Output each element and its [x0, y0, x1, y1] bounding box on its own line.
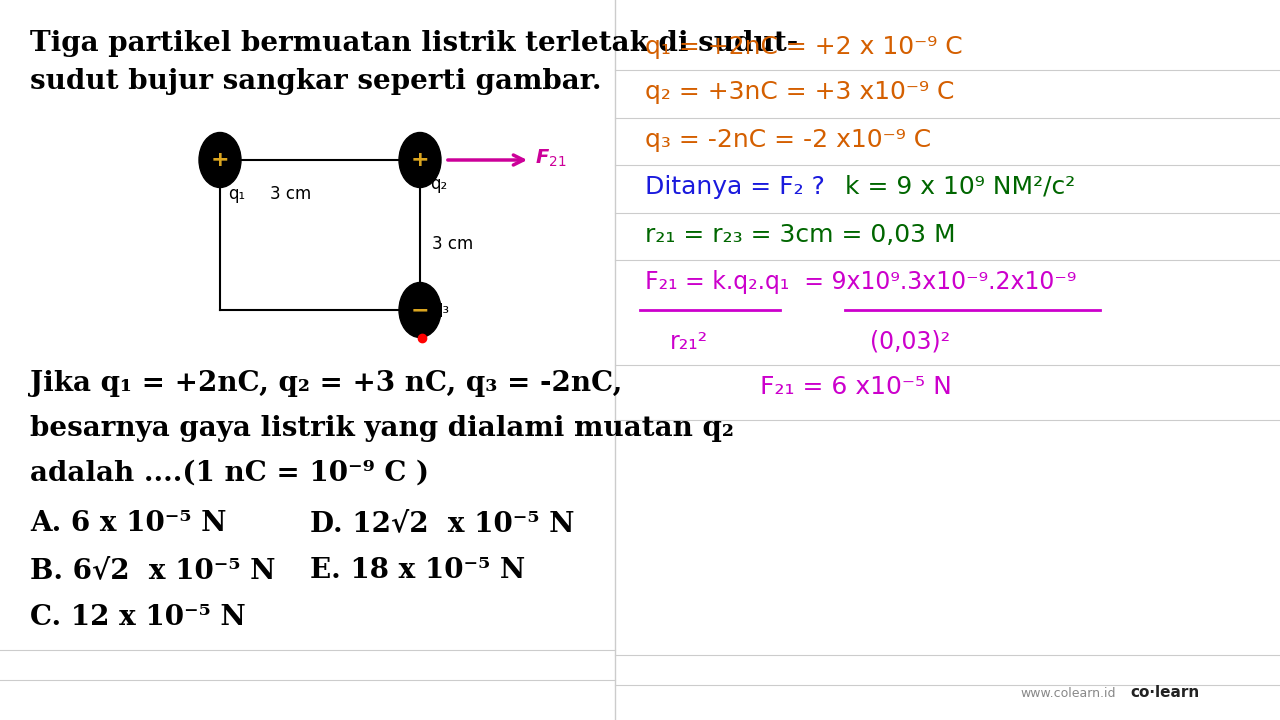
Text: Jika q₁ = +2nC, q₂ = +3 nC, q₃ = -2nC,: Jika q₁ = +2nC, q₂ = +3 nC, q₃ = -2nC, [29, 370, 622, 397]
Text: A. 6 x 10⁻⁵ N: A. 6 x 10⁻⁵ N [29, 510, 227, 537]
Text: q₃: q₃ [433, 299, 449, 317]
Text: Tiga partikel bermuatan listrik terletak di sudut-: Tiga partikel bermuatan listrik terletak… [29, 30, 799, 57]
Text: sudut bujur sangkar seperti gambar.: sudut bujur sangkar seperti gambar. [29, 68, 602, 95]
Text: E. 18 x 10⁻⁵ N: E. 18 x 10⁻⁵ N [310, 557, 525, 584]
Text: co·learn: co·learn [1130, 685, 1199, 700]
Text: F₂₁ = 6 x10⁻⁵ N: F₂₁ = 6 x10⁻⁵ N [760, 375, 952, 399]
Text: D. 12√2  x 10⁻⁵ N: D. 12√2 x 10⁻⁵ N [310, 510, 575, 537]
Text: adalah ....(1 nC = 10⁻⁹ C ): adalah ....(1 nC = 10⁻⁹ C ) [29, 460, 429, 487]
Text: 3 cm: 3 cm [433, 235, 474, 253]
Text: k = 9 x 10⁹ NM²/c²: k = 9 x 10⁹ NM²/c² [845, 175, 1075, 199]
Text: F$_{21}$: F$_{21}$ [535, 148, 567, 169]
Text: q₁: q₁ [228, 185, 246, 203]
Text: B. 6√2  x 10⁻⁵ N: B. 6√2 x 10⁻⁵ N [29, 557, 275, 584]
Text: +: + [411, 150, 429, 170]
Text: +: + [211, 150, 229, 170]
Ellipse shape [198, 132, 241, 187]
Text: besarnya gaya listrik yang dialami muatan q₂: besarnya gaya listrik yang dialami muata… [29, 415, 733, 442]
Text: r₂₁²: r₂₁² [669, 330, 708, 354]
Text: Ditanya = F₂ ?: Ditanya = F₂ ? [645, 175, 824, 199]
Text: q₁ = +2nC = +2 x 10⁻⁹ C: q₁ = +2nC = +2 x 10⁻⁹ C [645, 35, 963, 59]
Text: (0,03)²: (0,03)² [870, 330, 950, 354]
Text: www.colearn.id: www.colearn.id [1020, 687, 1115, 700]
Text: q₂: q₂ [430, 175, 447, 193]
Text: F₂₁ = k.q₂.q₁  = 9x10⁹.3x10⁻⁹.2x10⁻⁹: F₂₁ = k.q₂.q₁ = 9x10⁹.3x10⁻⁹.2x10⁻⁹ [645, 270, 1076, 294]
Text: q₃ = -2nC = -2 x10⁻⁹ C: q₃ = -2nC = -2 x10⁻⁹ C [645, 128, 931, 152]
Text: 3 cm: 3 cm [270, 185, 311, 203]
Ellipse shape [399, 282, 442, 338]
Text: −: − [411, 300, 429, 320]
Text: q₂ = +3nC = +3 x10⁻⁹ C: q₂ = +3nC = +3 x10⁻⁹ C [645, 80, 955, 104]
Text: C. 12 x 10⁻⁵ N: C. 12 x 10⁻⁵ N [29, 604, 246, 631]
Text: r₂₁ = r₂₃ = 3cm = 0,03 M: r₂₁ = r₂₃ = 3cm = 0,03 M [645, 223, 956, 247]
Ellipse shape [399, 132, 442, 187]
